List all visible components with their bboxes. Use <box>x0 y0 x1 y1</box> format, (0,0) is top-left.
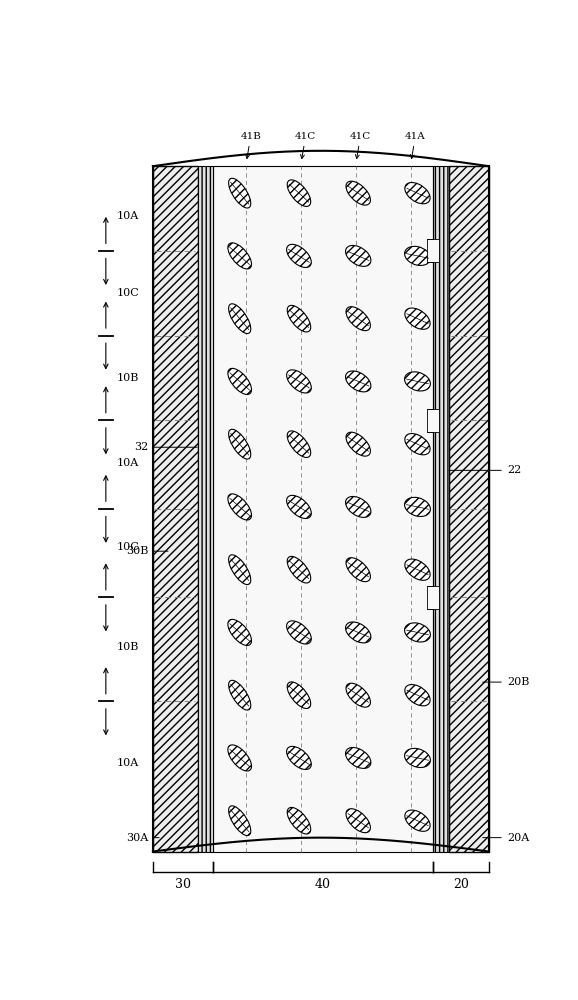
Text: 22: 22 <box>449 465 521 475</box>
Text: 41C: 41C <box>295 132 316 159</box>
Ellipse shape <box>405 559 430 580</box>
Ellipse shape <box>229 555 251 585</box>
Ellipse shape <box>405 246 431 265</box>
Text: 41A: 41A <box>405 132 426 159</box>
Text: 32: 32 <box>134 442 197 452</box>
Ellipse shape <box>346 558 370 582</box>
Ellipse shape <box>405 810 430 831</box>
Ellipse shape <box>287 746 312 770</box>
Ellipse shape <box>228 745 251 771</box>
Ellipse shape <box>287 682 311 708</box>
Ellipse shape <box>346 496 371 517</box>
Ellipse shape <box>287 556 311 583</box>
Ellipse shape <box>287 495 312 518</box>
Ellipse shape <box>405 623 431 642</box>
Ellipse shape <box>405 497 431 516</box>
Bar <box>428 586 439 609</box>
Bar <box>428 239 439 262</box>
Text: 20A: 20A <box>483 833 529 843</box>
Text: 41C: 41C <box>350 132 371 159</box>
Ellipse shape <box>228 368 251 394</box>
Ellipse shape <box>346 747 371 768</box>
Ellipse shape <box>346 181 370 205</box>
Text: 10B: 10B <box>117 373 139 383</box>
Ellipse shape <box>229 806 251 836</box>
Ellipse shape <box>346 307 370 331</box>
Ellipse shape <box>405 372 431 391</box>
Ellipse shape <box>229 680 251 710</box>
Ellipse shape <box>287 621 312 644</box>
Text: 41B: 41B <box>240 132 261 159</box>
Ellipse shape <box>287 370 312 393</box>
Ellipse shape <box>346 809 370 833</box>
Ellipse shape <box>405 183 430 204</box>
Bar <box>213 166 433 852</box>
Text: 10A: 10A <box>117 458 139 468</box>
Text: 40: 40 <box>315 878 331 891</box>
Ellipse shape <box>228 619 251 645</box>
Text: 10C: 10C <box>117 542 140 552</box>
Ellipse shape <box>287 431 311 457</box>
Ellipse shape <box>287 180 311 206</box>
Ellipse shape <box>229 178 251 208</box>
Bar <box>449 166 489 852</box>
Ellipse shape <box>287 305 311 332</box>
Ellipse shape <box>405 434 430 455</box>
Ellipse shape <box>229 304 251 334</box>
Ellipse shape <box>287 807 311 834</box>
Text: 30B: 30B <box>126 546 168 556</box>
Bar <box>433 166 449 852</box>
Text: 10B: 10B <box>117 642 139 652</box>
Text: 10A: 10A <box>117 758 139 768</box>
Ellipse shape <box>346 622 371 643</box>
Ellipse shape <box>405 308 430 329</box>
Ellipse shape <box>228 243 251 269</box>
Bar <box>153 166 198 852</box>
Ellipse shape <box>405 685 430 706</box>
Ellipse shape <box>229 429 251 459</box>
Text: 10C: 10C <box>117 288 140 298</box>
Ellipse shape <box>287 244 312 267</box>
Ellipse shape <box>346 245 371 266</box>
Ellipse shape <box>346 371 371 392</box>
Text: 10A: 10A <box>117 211 139 221</box>
Text: 30A: 30A <box>126 833 159 843</box>
Ellipse shape <box>346 683 370 707</box>
Ellipse shape <box>405 748 431 768</box>
Text: 20: 20 <box>453 878 469 891</box>
Bar <box>198 166 213 852</box>
Bar <box>428 409 439 432</box>
Text: 30: 30 <box>175 878 191 891</box>
Ellipse shape <box>346 432 370 456</box>
Text: 20B: 20B <box>483 677 529 687</box>
Ellipse shape <box>228 494 251 520</box>
